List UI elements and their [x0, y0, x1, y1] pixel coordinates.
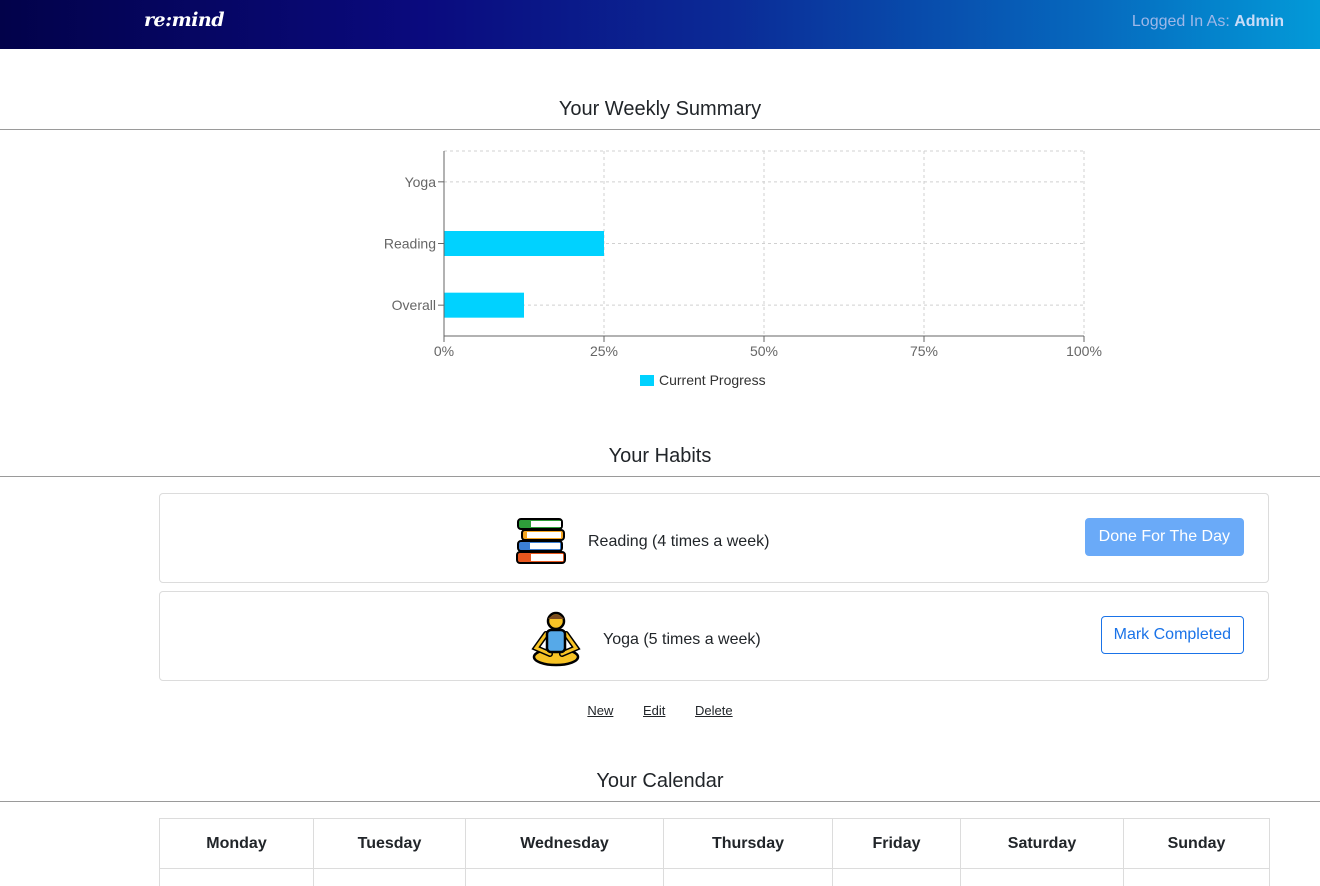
login-status: Logged In As: Admin [1132, 13, 1284, 31]
calendar-title: Your Calendar [596, 770, 724, 792]
calendar-day-header: Friday [832, 818, 961, 869]
delete-habit-link[interactable]: Delete [695, 703, 733, 718]
calendar-table: Monday Tuesday Wednesday Thursday Friday… [159, 818, 1270, 886]
legend-swatch [640, 375, 654, 386]
calendar-divider [0, 801, 1320, 802]
calendar-cell[interactable] [159, 868, 314, 886]
habit-name-reading: Reading (4 times a week) [588, 533, 770, 550]
habit-actions: New Edit Delete [0, 703, 1320, 718]
calendar-header-row: Monday Tuesday Wednesday Thursday Friday… [159, 818, 1270, 869]
summary-divider [0, 129, 1320, 130]
y-tick-label: Overall [392, 297, 436, 313]
calendar-day-header: Monday [159, 818, 314, 869]
calendar-cell[interactable] [832, 868, 961, 886]
calendar-cell[interactable] [960, 868, 1124, 886]
calendar-day-header: Thursday [663, 818, 833, 869]
calendar-cell[interactable] [663, 868, 833, 886]
new-habit-link[interactable]: New [587, 703, 614, 718]
mark-completed-button[interactable]: Mark Completed [1100, 616, 1244, 654]
calendar-day-header: Saturday [960, 818, 1124, 869]
y-tick-label: Reading [384, 236, 436, 252]
done-for-the-day-button[interactable]: Done For The Day [1084, 518, 1244, 556]
edit-habit-link[interactable]: Edit [643, 703, 666, 718]
logged-in-label: Logged In As: [1131, 13, 1230, 30]
habits-divider [0, 476, 1320, 477]
habit-name-yoga: Yoga (5 times a week) [603, 631, 761, 648]
bar-overall [444, 292, 524, 318]
y-tick-label: Yoga [405, 174, 437, 190]
calendar-row [159, 868, 1270, 886]
habit-card-yoga: Yoga (5 times a week) Mark Completed [159, 591, 1269, 681]
legend-label: Current Progress [659, 372, 766, 388]
weekly-progress-chart: 0% 25% 50% 75% 100% Yoga Reading Overall Current… [384, 150, 1102, 388]
x-tick-label: 0% [434, 343, 454, 359]
weekly-summary-title: Your Weekly Summary [558, 98, 762, 120]
bar-reading [444, 231, 604, 256]
calendar-cell[interactable] [1123, 868, 1270, 886]
calendar-cell[interactable] [313, 868, 466, 886]
top-navbar: re:mind Logged In As: Admin [0, 0, 1320, 49]
yoga-icon [530, 610, 582, 673]
x-tick-label: 50% [750, 343, 778, 359]
calendar-day-header: Wednesday [465, 818, 664, 869]
username[interactable]: Admin [1234, 13, 1284, 30]
x-tick-label: 75% [910, 343, 938, 359]
brand-logo[interactable]: re:mind [144, 9, 225, 31]
habits-title: Your Habits [608, 445, 712, 467]
calendar-day-header: Sunday [1123, 818, 1270, 869]
x-tick-label: 25% [590, 343, 618, 359]
x-tick-label: 100% [1066, 343, 1102, 359]
calendar-cell[interactable] [465, 868, 664, 886]
habit-card-reading: Reading (4 times a week) Done For The Da… [159, 493, 1269, 583]
calendar-day-header: Tuesday [313, 818, 466, 869]
books-icon [515, 516, 567, 571]
